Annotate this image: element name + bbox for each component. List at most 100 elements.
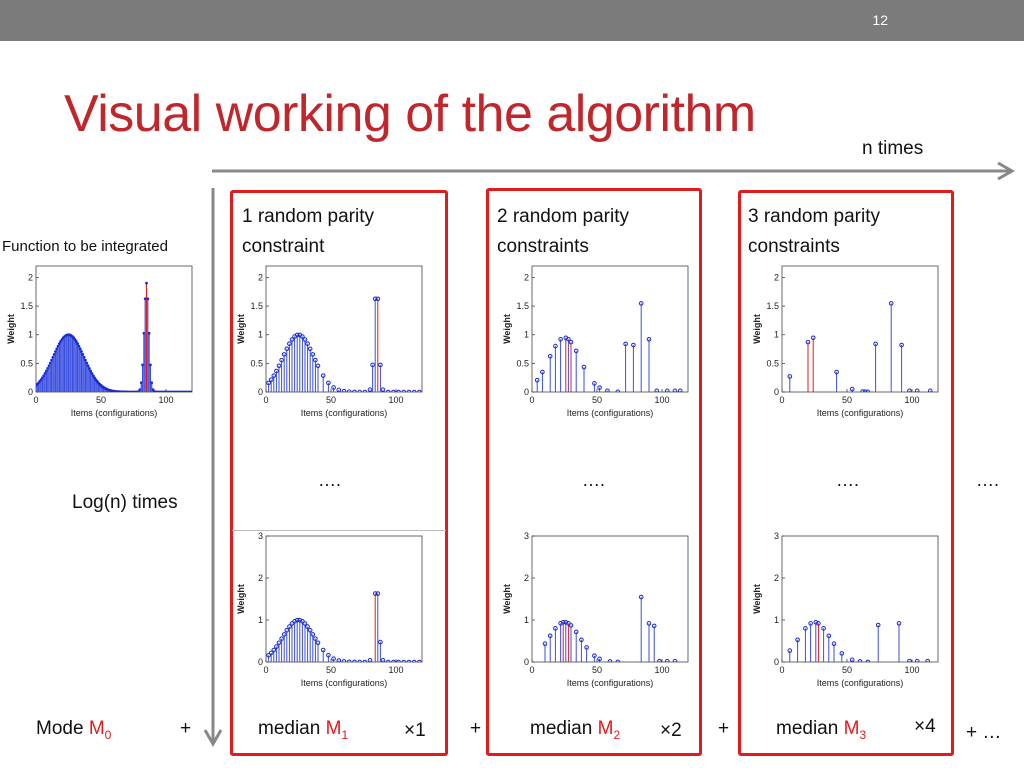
stem-point [553,626,558,631]
stem-point [579,637,584,643]
stem-point [90,372,94,375]
stem-point [276,640,282,646]
stem-point [357,389,362,392]
panel-2-line1: 2 random parity [497,206,630,227]
stem-point [352,659,357,662]
median-3-sub: 3 [859,727,867,742]
y-tick-label: 0 [524,387,529,397]
stem-point [795,637,800,643]
x-tick-label: 50 [96,395,106,405]
stem-point [73,338,77,341]
stem-point [592,653,597,658]
stem-point [375,591,381,596]
stem-point [849,386,855,392]
stem-point [336,658,342,662]
stem-point [907,388,912,392]
stem-point [52,352,56,356]
stem-point [346,659,352,662]
stem-point [672,388,678,392]
stem-point [300,334,305,339]
y-tick-label: 2 [258,272,263,282]
stem-point [401,659,407,662]
x-axis-label: Items (configurations) [567,678,654,688]
y-tick-label: 1.5 [250,301,263,311]
stem-point [76,342,79,346]
stem-point [281,632,287,637]
y-tick-label: 1 [28,330,33,340]
stem-point [839,651,845,656]
stem-point [542,641,548,647]
panel-2-heading: 2 random parity constraints [497,202,629,262]
stem-point [385,659,391,662]
stem-point [47,364,51,368]
median-2-text: median [530,718,598,739]
plot-panel-2-bottom: 0 1 2 3 0 50 100 Items (configurations) Weight [500,532,696,692]
panel-3-line1: 3 random parity [748,206,881,227]
stem-point [91,374,95,378]
stem-point [274,644,279,649]
stem-point [826,633,832,639]
ellipsis-1: …. [318,470,342,490]
stem-point [573,348,579,354]
plot-frame [781,535,939,663]
y-tick-label: 1 [258,615,263,625]
stem-point [378,639,383,645]
y-tick-label: 0 [258,387,263,397]
stem-point [59,340,63,343]
stem-point [375,296,381,302]
plot-frame [781,265,939,393]
stem-point [149,363,152,367]
mode-label: Mode M0 [36,718,111,742]
stem-point [54,350,57,353]
y-tick-label: 0.5 [250,358,263,368]
stem-point [534,377,540,383]
x-tick-label: 50 [592,665,602,675]
stem-point [287,341,292,346]
stem-point [326,380,331,386]
x-axis-label: Items (configurations) [71,408,158,418]
y-tick-label: 2 [524,573,529,583]
times-2: ×2 [660,720,682,741]
plot-marks [266,591,422,662]
stem-point [857,659,863,662]
stem-point [899,342,904,348]
ellipsis-4: …. [976,470,1000,490]
stem-point [553,343,558,349]
stem-point [860,389,865,392]
stem-point [357,659,362,662]
stem-point [378,362,383,368]
median-1-text: median [258,718,326,739]
stem-point [834,369,839,375]
x-tick-label: 100 [654,665,669,675]
y-tick-label: 3 [258,532,263,541]
stem-point [605,388,610,392]
x-tick-label: 100 [904,665,919,675]
y-tick-label: 0 [28,387,33,397]
stem-point [568,623,574,628]
stem-point [927,388,933,392]
plus-2: + [470,718,482,739]
stem-point [268,650,274,656]
stem-point [651,623,657,629]
stem-point [875,622,881,628]
stem-point [271,373,277,378]
stem-point [48,361,52,365]
x-tick-label: 0 [779,665,784,675]
stem-point [346,389,352,392]
stem-point [558,621,563,626]
x-tick-label: 100 [388,665,403,675]
stem-point [547,633,553,639]
stem-point [310,632,316,637]
stem-point [352,389,357,392]
stem-point [46,367,50,370]
y-tick-label: 3 [774,532,779,541]
stem-point [313,357,318,363]
x-tick-label: 0 [779,395,784,405]
y-tick-label: 1 [774,615,779,625]
panel-1-line2: constraint [242,236,325,257]
stem-point [664,658,670,662]
x-tick-label: 100 [388,395,403,405]
stem-point [638,594,644,600]
mode-m-sub: 0 [104,727,112,742]
stem-point [380,387,386,392]
